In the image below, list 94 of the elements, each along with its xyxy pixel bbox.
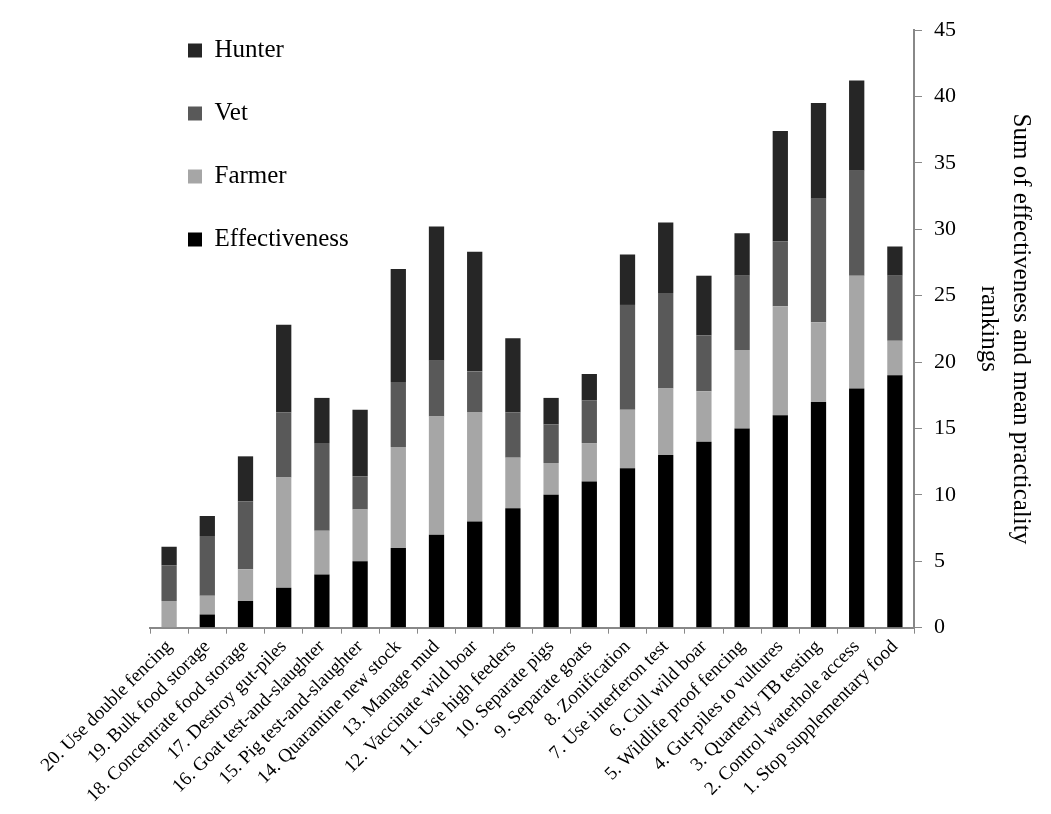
bar [696, 335, 712, 392]
bar [467, 412, 483, 522]
bar [352, 509, 368, 562]
bar [390, 447, 406, 548]
bar [237, 601, 254, 628]
bar [581, 481, 597, 628]
bar [314, 574, 330, 628]
bar [199, 536, 215, 596]
y-tick-label: 0 [934, 613, 945, 639]
bar [772, 306, 788, 416]
bar [467, 521, 483, 628]
bar [276, 587, 292, 628]
bar [658, 222, 674, 293]
y-tick-label: 35 [934, 148, 956, 174]
bar [810, 322, 827, 402]
bar [161, 546, 177, 566]
bar [314, 397, 330, 444]
bar [810, 103, 827, 199]
bar [619, 304, 636, 410]
bar [696, 441, 712, 628]
bar [390, 381, 406, 448]
bar [887, 275, 903, 341]
bar [505, 508, 521, 628]
bar [237, 569, 254, 602]
bar [314, 530, 330, 575]
bar [505, 338, 521, 413]
bar [352, 409, 368, 477]
bar [849, 388, 865, 628]
bar [199, 516, 215, 537]
y-tick-label: 45 [934, 15, 956, 41]
bar [810, 198, 827, 323]
bar [887, 340, 903, 376]
bar [505, 412, 521, 458]
bar [428, 226, 445, 361]
bar [619, 254, 636, 305]
bar [658, 292, 674, 389]
bar [390, 269, 406, 382]
y-tick-label: 40 [934, 82, 956, 108]
bar [276, 477, 292, 588]
y-tick-label: 10 [934, 480, 956, 506]
bar [199, 595, 215, 615]
bar [734, 233, 750, 276]
legend-label: Hunter [214, 35, 285, 63]
bar [199, 614, 215, 628]
bar [658, 455, 674, 628]
bar [849, 275, 865, 389]
bar [581, 400, 597, 444]
bar [543, 397, 559, 425]
y-tick-label: 30 [934, 215, 956, 241]
bar [314, 443, 330, 531]
y-tick-label: 15 [934, 414, 956, 440]
bar [352, 476, 368, 510]
legend-label: Farmer [214, 161, 288, 189]
legend-label: Vet [214, 98, 248, 126]
bar [428, 360, 445, 417]
bar [772, 130, 788, 242]
bar [696, 391, 712, 442]
bar [619, 409, 636, 469]
bar [161, 565, 177, 602]
bar [849, 80, 865, 171]
bar [658, 388, 674, 456]
bar [581, 374, 597, 401]
y-axis-title: Sum of effectiveness and mean practicality rankings [976, 113, 1037, 545]
bar [428, 416, 445, 535]
bar [849, 170, 865, 276]
bar [352, 561, 368, 628]
bar [276, 412, 292, 478]
bar [543, 462, 559, 495]
y-tick-label: 5 [934, 547, 945, 573]
bar [390, 547, 406, 628]
bar [887, 375, 903, 628]
bar [543, 424, 559, 463]
bar [772, 241, 788, 307]
bar [734, 428, 750, 628]
bar [734, 275, 750, 351]
bar [887, 246, 903, 276]
bar [237, 456, 254, 502]
bar [161, 601, 177, 628]
bar [467, 251, 483, 372]
y-tick-label: 20 [934, 347, 956, 373]
legend-label: Effectiveness [214, 224, 349, 252]
y-tick-label: 25 [934, 281, 956, 307]
bar [772, 415, 788, 628]
bar [467, 371, 483, 413]
bar [237, 501, 254, 570]
bar [734, 350, 750, 429]
bar [810, 401, 827, 628]
bar [428, 534, 445, 628]
bar [505, 457, 521, 509]
bar [276, 324, 292, 413]
bar [543, 494, 559, 628]
bar [581, 443, 597, 482]
bar [696, 275, 712, 336]
bar [619, 468, 636, 628]
